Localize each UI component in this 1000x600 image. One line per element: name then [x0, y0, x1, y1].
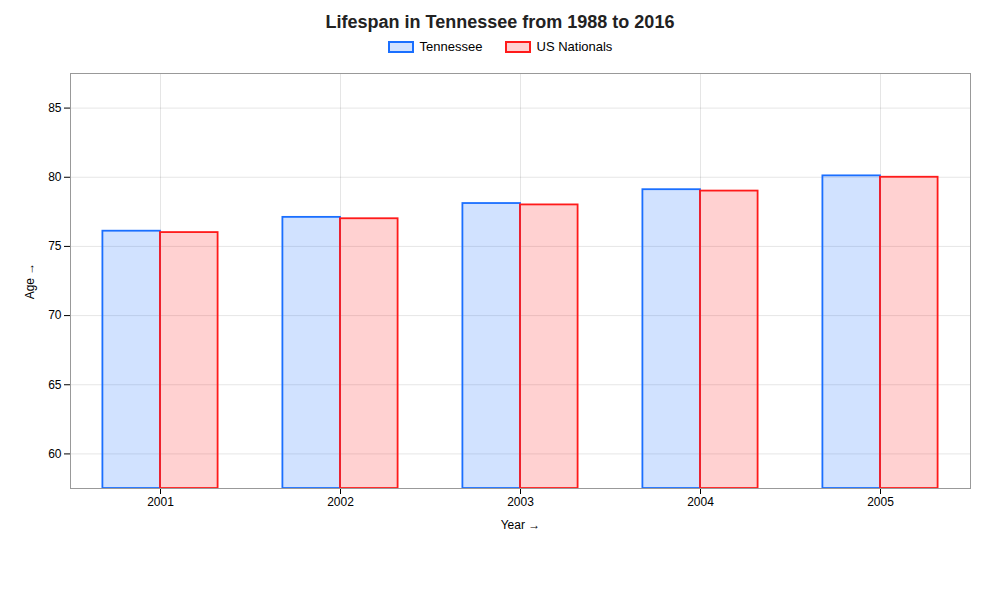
svg-text:65: 65	[48, 378, 62, 392]
svg-text:60: 60	[48, 447, 62, 461]
svg-text:85: 85	[48, 101, 62, 115]
svg-text:2004: 2004	[687, 495, 714, 509]
svg-text:80: 80	[48, 170, 62, 184]
svg-text:2002: 2002	[327, 495, 354, 509]
html-text:Tennessee: Tennessee	[419, 39, 483, 54]
svg-text:2001: 2001	[147, 495, 174, 509]
svg-text:Age →: Age →	[23, 263, 37, 300]
svg-text:2003: 2003	[507, 495, 534, 509]
svg-text:75: 75	[48, 239, 62, 253]
svg-text:2005: 2005	[867, 495, 894, 509]
svg-text:70: 70	[48, 308, 62, 322]
html-text:Lifespan in Tennessee from 198: Lifespan in Tennessee from 1988 to 2016	[325, 12, 675, 32]
html-text:US Nationals: US Nationals	[536, 39, 613, 54]
svg-text:Year →: Year →	[501, 518, 541, 532]
